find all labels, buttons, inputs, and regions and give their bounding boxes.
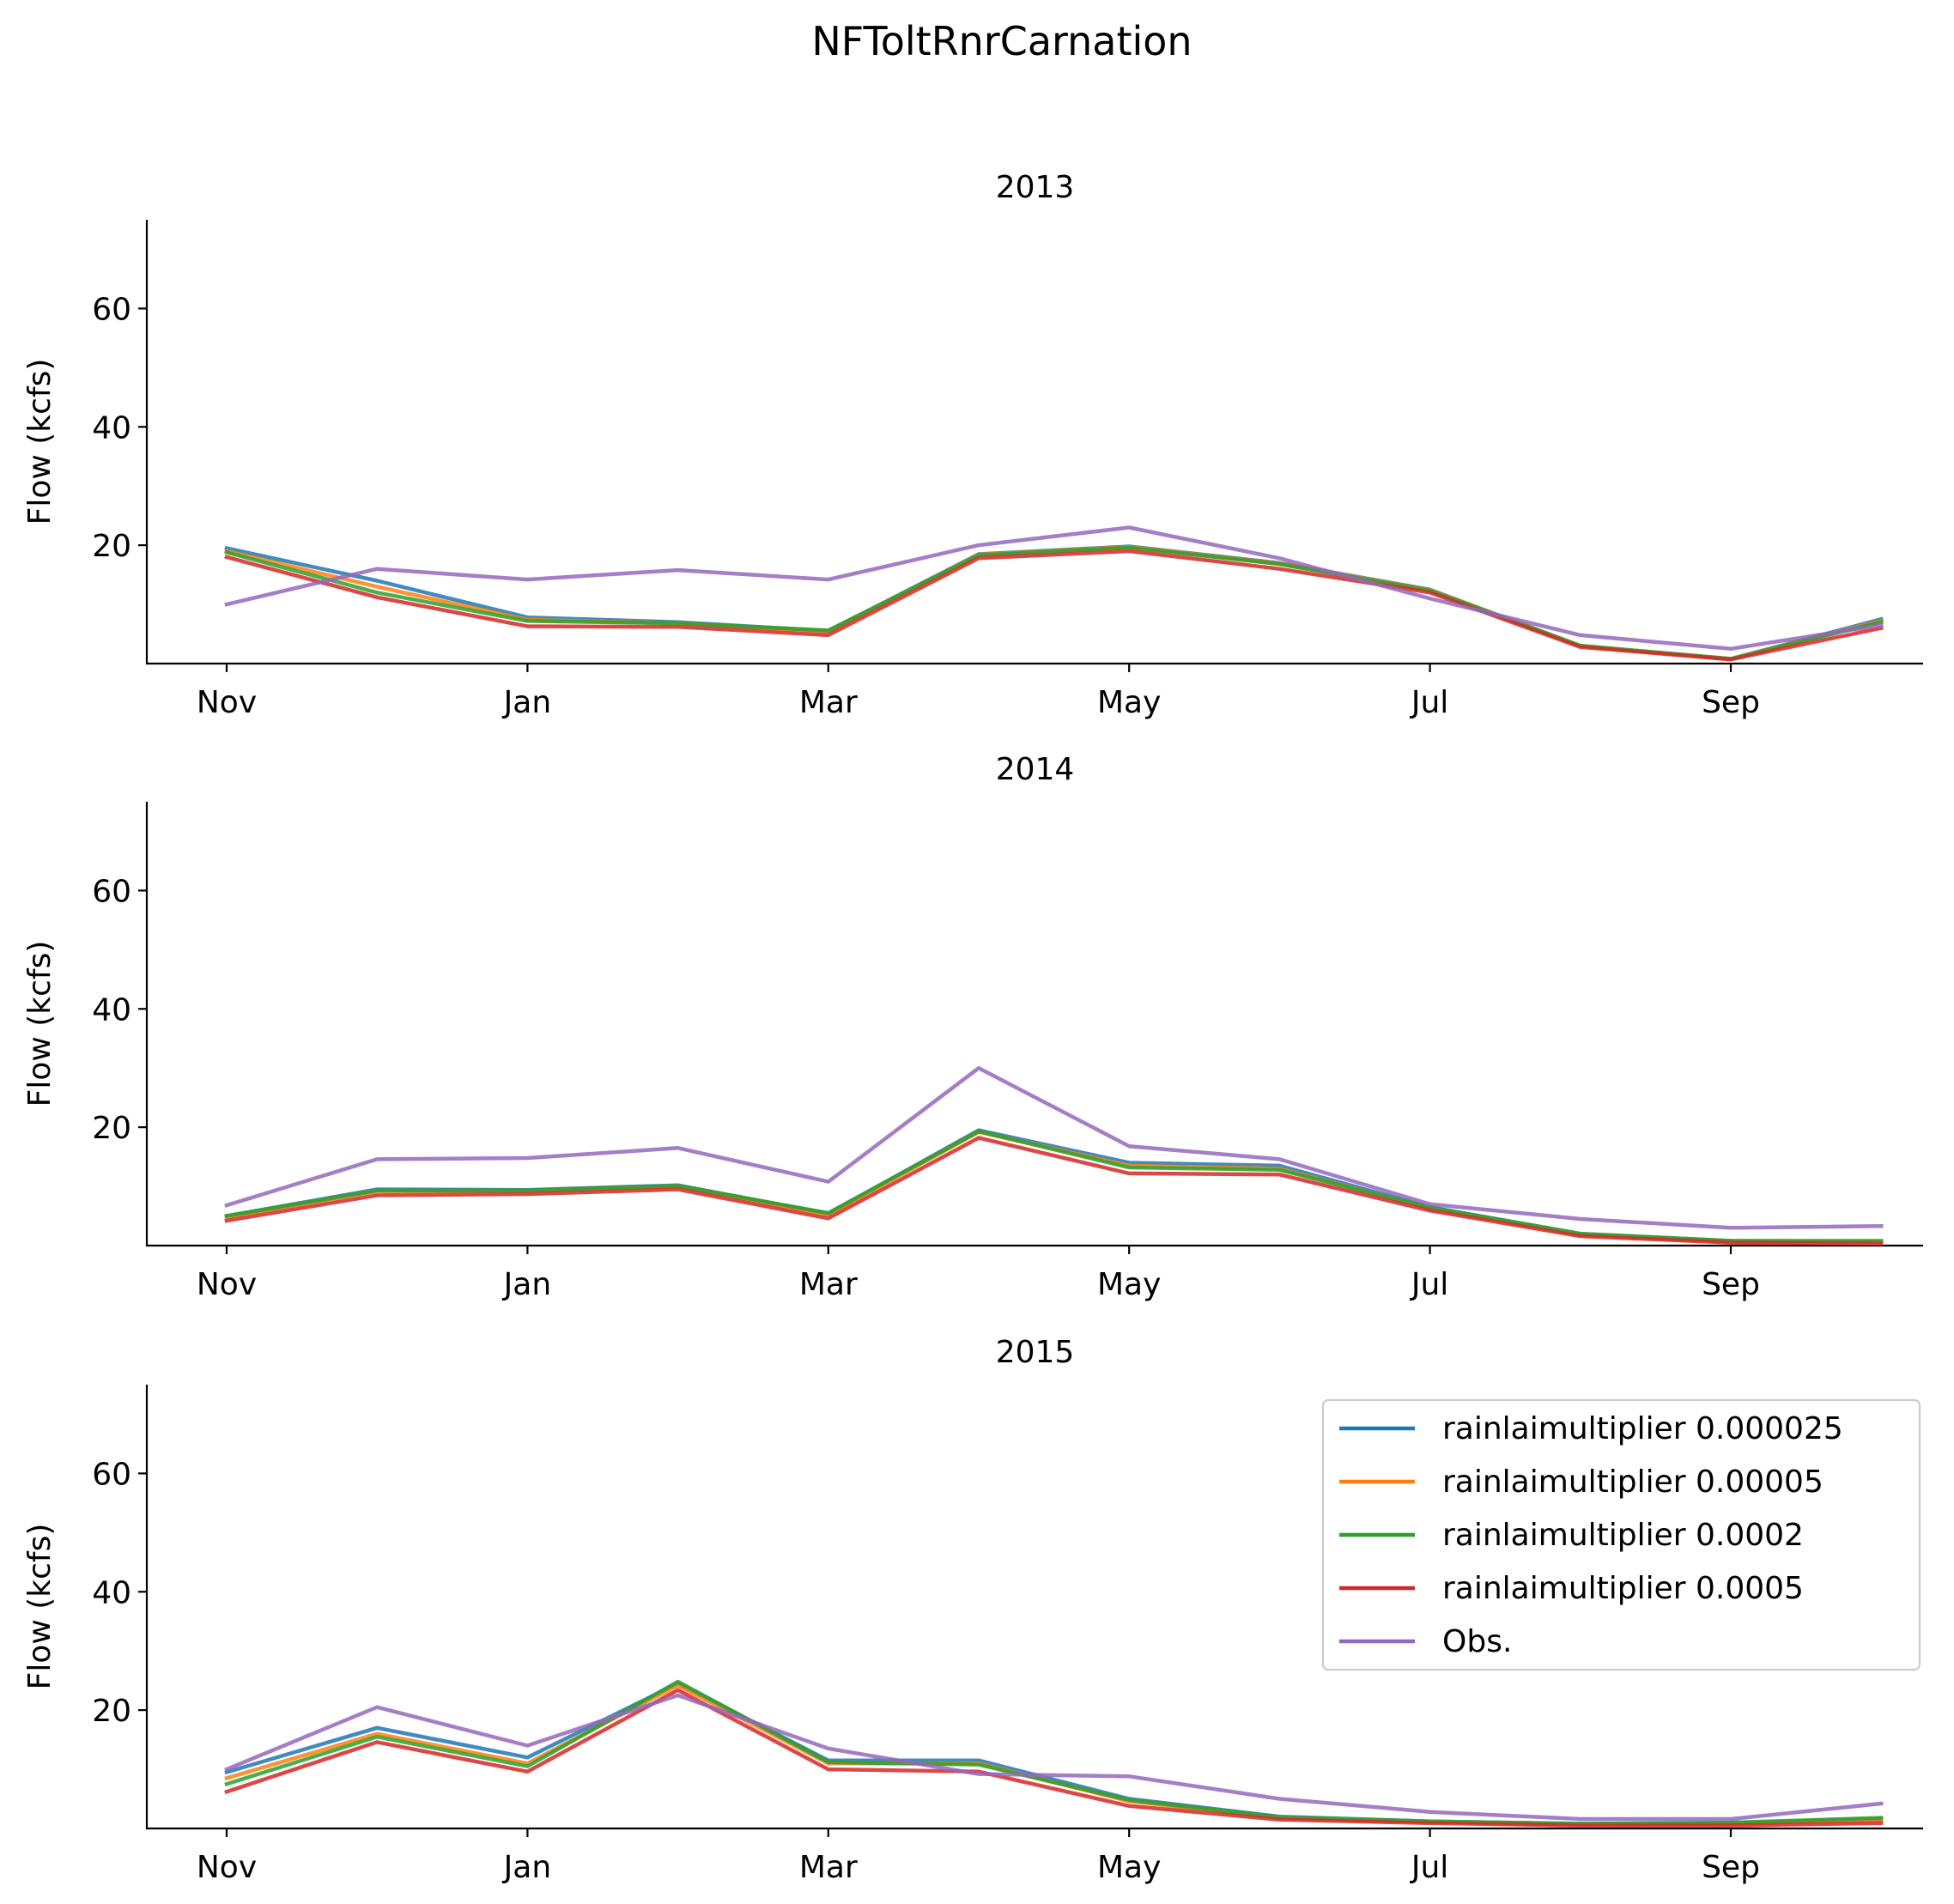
x-tick-label: Mar [799, 1267, 858, 1302]
y-tick-label: 20 [92, 529, 131, 564]
y-axis-label: Flow (kcfs) [22, 941, 58, 1107]
legend-frame [1321, 1398, 1921, 1671]
y-tick-label: 40 [92, 992, 131, 1028]
x-tick-label: Sep [1702, 1850, 1760, 1885]
x-tick-label: May [1097, 685, 1161, 720]
panel-title: 2014 [996, 752, 1075, 787]
series-line-3 [224, 549, 1884, 662]
y-tick-label: 40 [92, 1575, 131, 1610]
chart-panel-2015: 2015 20 40 60 Nov Jan Mar May Jul Sep Flow (kcfs) [22, 1335, 1923, 1885]
series-line-3 [224, 1136, 1884, 1246]
y-axis-label: Flow (kcfs) [22, 359, 58, 525]
legend: rainlaimultiplier 0.000025 rainlaimultipl… [1321, 1398, 1921, 1671]
x-tick-label: Mar [799, 685, 858, 720]
panel-title: 2015 [996, 1335, 1075, 1370]
legend-entry-label: rainlaimultiplier 0.000025 [1442, 1411, 1843, 1446]
y-tick-label: 20 [92, 1111, 131, 1146]
x-tick-label: Jan [502, 1267, 552, 1302]
series-line-4 [224, 525, 1884, 652]
y-tick-label: 60 [92, 874, 131, 909]
y-tick-label: 40 [92, 410, 131, 446]
y-tick-label: 60 [92, 292, 131, 327]
x-tick-label: Jul [1410, 1850, 1448, 1885]
chart-panel-2014: 2014 20 40 60 Nov Jan Mar May Jul Sep Flow (kcfs) [22, 752, 1923, 1302]
chart-panel-2013: 2013 20 40 60 Nov Jan Mar May Jul Sep Flow (kcfs) [22, 170, 1923, 720]
legend-entry-label: Obs. [1442, 1624, 1512, 1659]
series-line-4 [224, 1065, 1884, 1230]
x-tick-label: Nov [197, 685, 257, 720]
x-tick-label: Nov [197, 1850, 257, 1885]
x-tick-label: Jan [502, 685, 552, 720]
series-line-2 [224, 1129, 1884, 1243]
figure-title: NFToltRnrCarnation [811, 18, 1192, 64]
legend-entry-label: rainlaimultiplier 0.00005 [1442, 1464, 1824, 1500]
x-tick-label: May [1097, 1267, 1161, 1302]
series-line-0 [224, 544, 1884, 661]
series-line-2 [224, 1679, 1884, 1826]
legend-entry-label: rainlaimultiplier 0.0002 [1442, 1518, 1804, 1553]
x-tick-label: Jul [1410, 685, 1448, 720]
series-line-3 [224, 1688, 1884, 1828]
x-tick-label: May [1097, 1850, 1161, 1885]
series-line-4 [224, 1693, 1884, 1822]
x-tick-label: Jul [1410, 1267, 1448, 1302]
legend-entry-label: rainlaimultiplier 0.0005 [1442, 1571, 1804, 1606]
x-tick-label: Sep [1702, 685, 1760, 720]
y-axis-label: Flow (kcfs) [22, 1524, 58, 1690]
x-tick-label: Sep [1702, 1267, 1760, 1302]
x-tick-label: Mar [799, 1850, 858, 1885]
y-tick-label: 20 [92, 1694, 131, 1729]
x-tick-label: Jan [502, 1850, 552, 1885]
panel-title: 2013 [996, 170, 1075, 205]
x-tick-label: Nov [197, 1267, 257, 1302]
y-tick-label: 60 [92, 1457, 131, 1492]
